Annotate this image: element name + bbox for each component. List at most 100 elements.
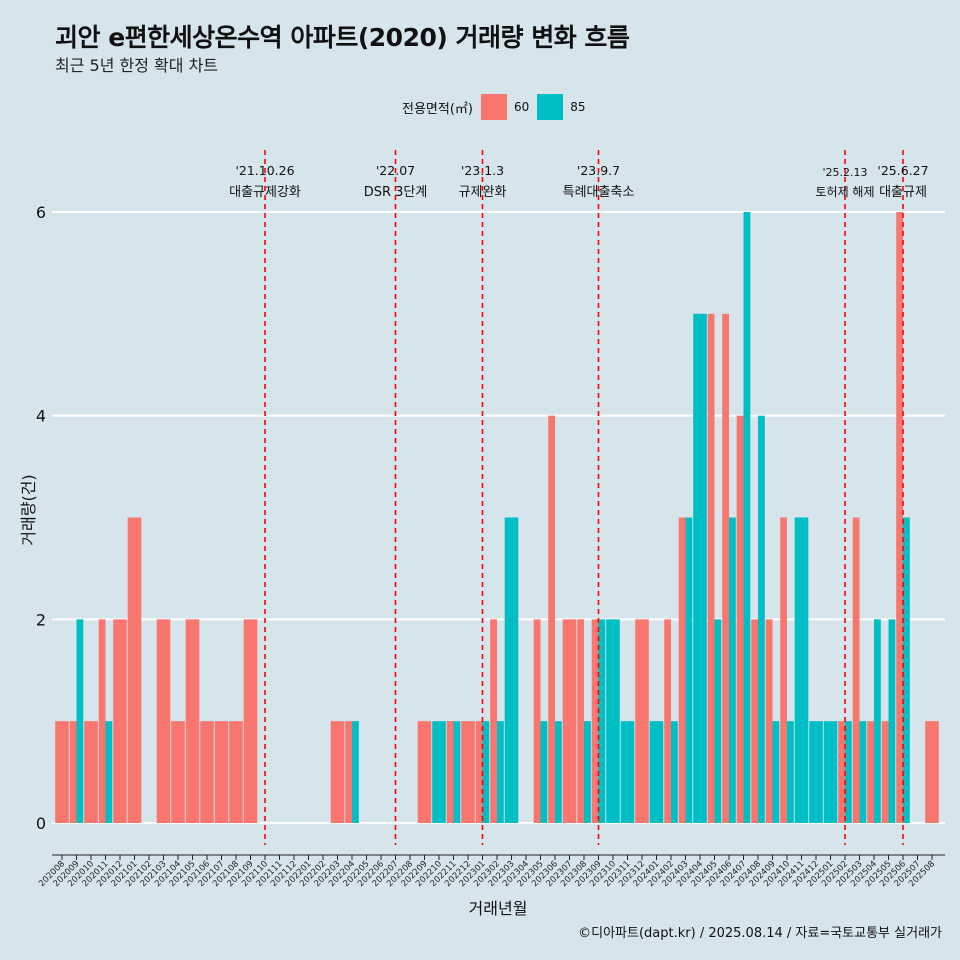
chart-title: 괴안 e편한세상온수역 아파트(2020) 거래량 변화 흐름 (55, 23, 630, 52)
event-date-label: '23.1.3 (461, 163, 504, 178)
bar-60 (171, 721, 185, 823)
chart-caption: ©디아파트(dapt.kr) / 2025.08.14 / 자료=국토교통부 실… (578, 926, 942, 941)
bar-85 (809, 721, 823, 823)
bar-85 (685, 517, 693, 823)
bar-60 (664, 619, 671, 823)
bar-85 (352, 721, 359, 823)
bar-85 (105, 721, 113, 823)
x-axis-title: 거래년월 (469, 899, 528, 918)
event-label: DSR 3단계 (364, 185, 428, 200)
bar-85 (620, 721, 635, 823)
bar-60 (98, 619, 106, 823)
bar-85 (76, 619, 84, 823)
bar-85 (584, 721, 591, 823)
event-label: 특례대출축소 (563, 185, 635, 200)
y-tick-label: 0 (36, 814, 46, 833)
event-date-label: '25.2.13 (822, 166, 867, 179)
bar-60 (591, 619, 599, 823)
bar-60 (562, 619, 577, 823)
bar-85 (598, 619, 606, 823)
bar-60 (113, 619, 127, 823)
bar-60 (780, 517, 787, 823)
bar-85 (497, 721, 504, 823)
legend-key-60 (480, 94, 507, 120)
bar-60 (765, 619, 773, 823)
bar-60 (330, 721, 345, 823)
y-axis-title: 거래량(건) (19, 474, 38, 545)
bar-60 (446, 721, 454, 823)
bar-60 (229, 721, 243, 823)
event-label: 규제완화 (459, 185, 507, 200)
bar-60 (722, 313, 729, 823)
bar-60 (881, 721, 889, 823)
bar-60 (852, 517, 860, 823)
bar-60 (200, 721, 214, 823)
bar-60 (345, 721, 352, 823)
bar-60 (69, 721, 77, 823)
bar-60 (577, 619, 584, 823)
y-tick-label: 2 (36, 610, 46, 629)
bar-60 (896, 212, 903, 823)
bar-85 (743, 212, 751, 823)
bar-85 (758, 415, 765, 823)
bar-60 (925, 721, 939, 823)
bar-60 (533, 619, 541, 823)
bar-85 (649, 721, 664, 823)
bar-85 (606, 619, 620, 823)
bar-85 (693, 313, 707, 823)
bar-85 (671, 721, 678, 823)
legend: 전용면적(㎡) 60 85 (402, 94, 594, 120)
event-date-label: '25.6.27 (877, 163, 928, 178)
bar-60 (490, 619, 497, 823)
legend-key-85 (537, 94, 564, 120)
bar-60 (214, 721, 229, 823)
bar-85 (859, 721, 867, 823)
bar-85 (787, 721, 794, 823)
bar-60 (84, 721, 98, 823)
legend-label-60: 60 (513, 100, 530, 114)
chart-subtitle: 최근 5년 한정 확대 차트 (55, 56, 219, 75)
bar-85 (714, 619, 722, 823)
bar-60 (185, 619, 200, 823)
bar-60 (417, 721, 432, 823)
y-tick-label: 6 (36, 203, 46, 222)
legend-label-85: 85 (570, 100, 586, 114)
bar-85 (482, 721, 490, 823)
bar-60 (838, 721, 845, 823)
bar-60 (635, 619, 649, 823)
bar-85 (772, 721, 780, 823)
bar-60 (736, 415, 744, 823)
bar-60 (751, 619, 758, 823)
legend-title: 전용면적(㎡) (402, 101, 473, 117)
bar-85 (874, 619, 881, 823)
bar-60 (156, 619, 171, 823)
bar-85 (540, 721, 548, 823)
bar-85 (823, 721, 838, 823)
bar-60 (707, 313, 715, 823)
bar-85 (555, 721, 562, 823)
bar-85 (903, 517, 910, 823)
bar-60 (867, 721, 874, 823)
event-label: 대출규제강화 (229, 185, 301, 200)
y-tick-label: 4 (36, 407, 46, 426)
bar-60 (243, 619, 258, 823)
bar-85 (453, 721, 461, 823)
event-label: 토허제 해제 (815, 185, 874, 199)
bar-60 (678, 517, 686, 823)
bar-85 (729, 517, 736, 823)
bar-85 (432, 721, 446, 823)
bar-60 (548, 415, 555, 823)
bar-85 (504, 517, 519, 823)
event-label: 대출규제 (879, 185, 927, 200)
bar-60 (55, 721, 69, 823)
bar-85 (888, 619, 896, 823)
event-date-label: '22.07 (376, 163, 415, 178)
bar-85 (845, 721, 852, 823)
bar-60 (475, 721, 483, 823)
event-date-label: '21.10.26 (235, 163, 294, 178)
bar-60 (127, 517, 142, 823)
bar-60 (461, 721, 475, 823)
bar-85 (794, 517, 809, 823)
event-date-label: '23.9.7 (577, 163, 620, 178)
